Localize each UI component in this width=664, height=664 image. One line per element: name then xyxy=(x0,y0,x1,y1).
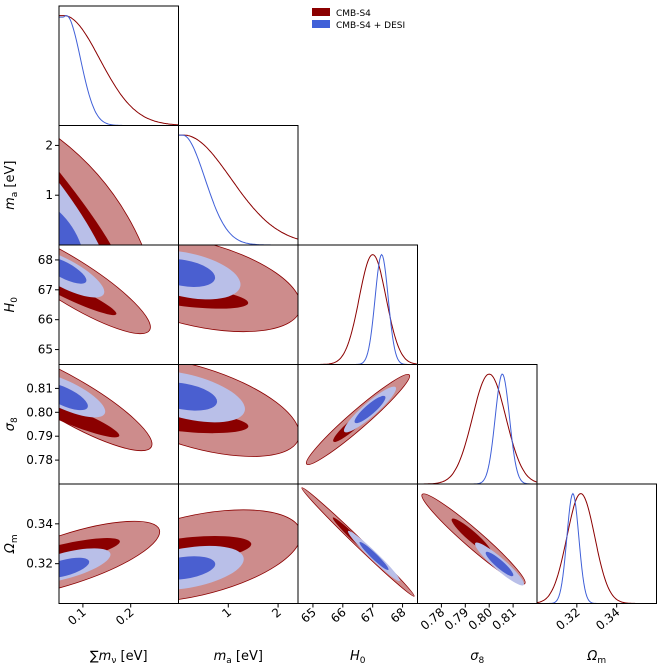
joint-ma-s8 xyxy=(178,364,298,457)
y-tick-label: 2 xyxy=(45,138,53,152)
y-tick-label: 0.81 xyxy=(26,381,53,395)
x-tick-label: 0.32 xyxy=(553,605,582,633)
x-axis-label-H0: H0 xyxy=(350,649,366,664)
marginal-curve-desi xyxy=(298,253,418,365)
y-tick-label: 65 xyxy=(38,343,53,357)
x-tick-label: 0.79 xyxy=(442,605,471,633)
x-axis-label-s8: σ8 xyxy=(470,649,484,664)
x-axis-label-Om: Ωm xyxy=(586,649,606,664)
joint-mnu-s8 xyxy=(59,364,153,452)
joint-mnu-H0 xyxy=(59,245,151,335)
x-tick-label: 0.1 xyxy=(65,605,89,628)
y-tick-label: 66 xyxy=(38,313,53,327)
joint-ma-H0 xyxy=(178,245,298,333)
desi-contour-68 xyxy=(178,556,216,580)
desi-contour-68 xyxy=(178,259,216,287)
x-tick-label: 66 xyxy=(328,605,349,626)
marginal-curve-cmb xyxy=(298,254,418,365)
desi-contour-68 xyxy=(359,541,389,571)
x-tick-label: 68 xyxy=(388,605,409,626)
x-axis-label-ma: ma [eV] xyxy=(214,649,263,664)
desi-contour-68 xyxy=(59,211,81,245)
marginal-curve-cmb xyxy=(417,373,537,484)
legend-swatch xyxy=(312,8,330,16)
y-axis-label-H0: H0 xyxy=(3,297,20,313)
joint-H0-Om xyxy=(301,487,415,597)
joint-H0-s8 xyxy=(305,373,411,466)
y-axis-label-s8: σ8 xyxy=(3,417,20,431)
x-tick-label: 0.80 xyxy=(466,605,495,633)
y-axis-label-ma: ma [eV] xyxy=(3,161,20,210)
marginal-curve-desi xyxy=(59,15,179,126)
joint-ma-Om xyxy=(178,509,298,603)
x-tick-label: 0.2 xyxy=(113,605,137,628)
desi-contour-68 xyxy=(178,382,218,411)
x-tick-label: 1 xyxy=(219,605,234,621)
legend-label: CMB-S4 + DESI xyxy=(336,21,405,31)
joint-mnu-ma xyxy=(59,137,143,245)
cmb-contour-68 xyxy=(59,395,120,438)
panel-frame xyxy=(536,483,657,604)
desi-contour-68 xyxy=(59,382,88,411)
x-tick-label: 0.78 xyxy=(418,605,447,633)
marginal-curve-cmb xyxy=(178,134,298,240)
marginal-curve-cmb xyxy=(537,493,657,604)
marginal-curve-desi xyxy=(417,373,537,484)
y-tick-label: 68 xyxy=(38,253,53,267)
cmb-contour-68 xyxy=(59,270,117,316)
x-axis-label-mnu: ∑mν [eV] xyxy=(90,649,148,664)
legend: CMB-S4 CMB-S4 + DESI xyxy=(312,8,405,31)
y-tick-label: 0.34 xyxy=(26,517,53,531)
panel-frame xyxy=(178,125,299,246)
x-tick-label: 0.34 xyxy=(593,605,622,633)
desi-contour-68 xyxy=(59,557,90,579)
joint-mnu-Om xyxy=(59,520,161,598)
y-tick-label: 1 xyxy=(45,188,53,202)
marginal-curve-desi xyxy=(178,134,298,245)
y-tick-label: 0.80 xyxy=(26,405,53,419)
desi-contour-68 xyxy=(59,256,87,284)
y-tick-label: 0.78 xyxy=(26,453,53,467)
y-tick-label: 67 xyxy=(38,283,53,297)
x-tick-label: 0.81 xyxy=(490,605,519,633)
marginal-curve-desi xyxy=(537,492,657,604)
y-tick-label: 0.32 xyxy=(26,557,53,571)
y-axis-label-Om: Ωm xyxy=(3,534,20,554)
x-tick-label: 67 xyxy=(358,605,379,626)
legend-label: CMB-S4 xyxy=(336,9,371,19)
panel-frame xyxy=(58,5,179,126)
y-tick-label: 0.79 xyxy=(26,429,53,443)
joint-s8-Om xyxy=(421,493,526,586)
legend-swatch xyxy=(312,20,330,28)
desi-contour-68 xyxy=(485,551,514,577)
marginal-curve-cmb xyxy=(59,15,179,126)
desi-contour-68 xyxy=(354,395,386,424)
panel-frame xyxy=(417,364,538,485)
x-tick-label: 65 xyxy=(298,605,319,626)
x-tick-label: 2 xyxy=(269,605,284,621)
